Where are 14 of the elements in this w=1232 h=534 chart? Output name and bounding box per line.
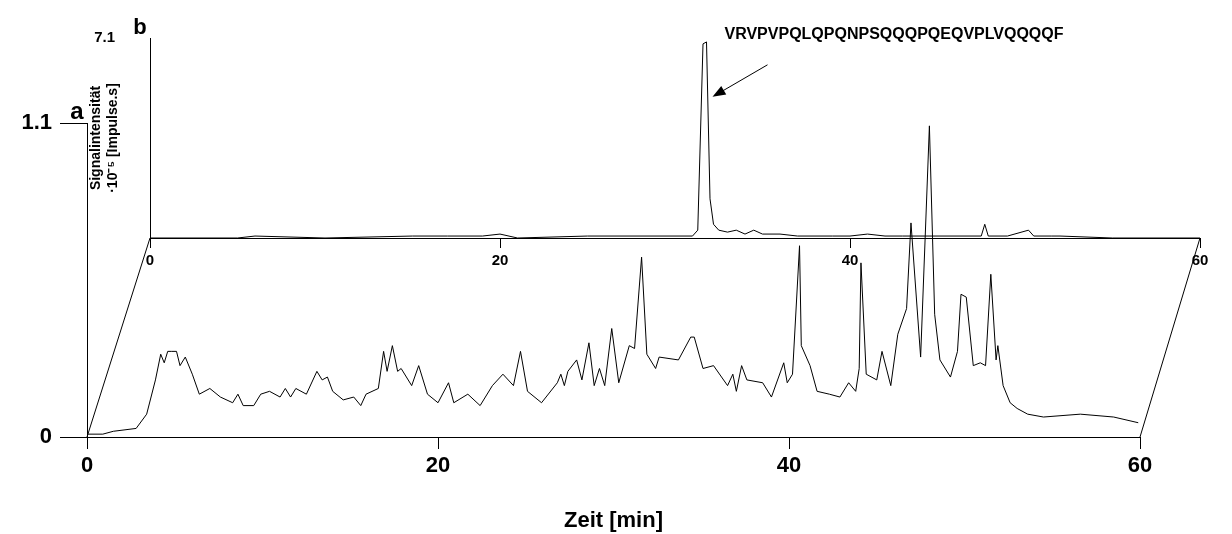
- x-tick-label: 20: [425, 452, 451, 478]
- text: a: [70, 97, 85, 124]
- x-tick-label: 40: [776, 452, 802, 478]
- text: VRVPVPQLQPQNPSQQQPQEQVPLVQQQQF: [724, 24, 1064, 42]
- text: 7.1: [94, 28, 115, 46]
- x-tick-label: 60: [1127, 452, 1153, 478]
- y-axis-title: Signalintensität ·10⁻⁵ [Impulse.s]: [87, 83, 121, 193]
- x-tick-label: 0: [145, 251, 155, 269]
- x-tick-label: 20: [491, 251, 509, 269]
- y-tick-label: 1.1: [21, 109, 52, 135]
- x-tick-label: 0: [80, 452, 94, 478]
- x-tick-label: 40: [841, 251, 859, 269]
- text: b: [133, 14, 147, 39]
- x-axis-title: Zeit [min]: [564, 506, 663, 532]
